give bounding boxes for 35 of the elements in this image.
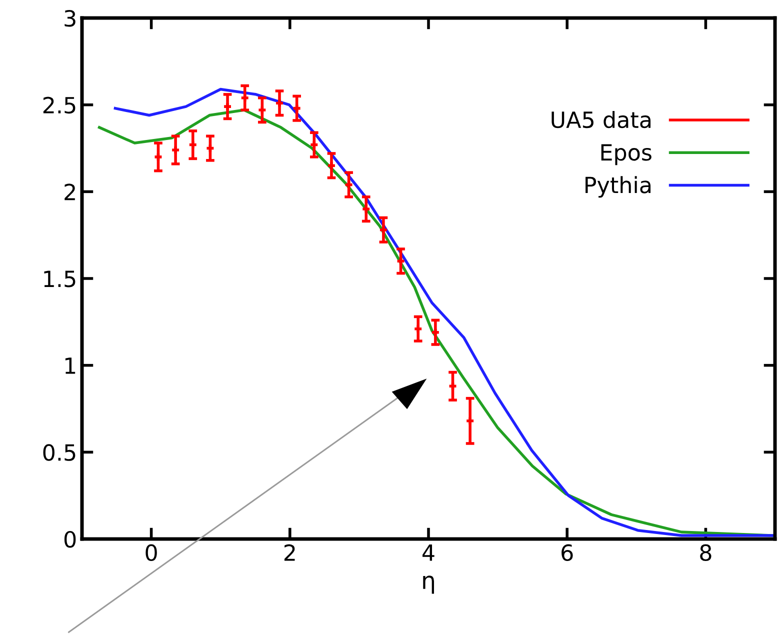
y-tick-label: 1.5 <box>44 270 76 288</box>
point <box>465 416 475 426</box>
x-tick-label: 2 <box>284 544 295 561</box>
point <box>153 152 164 162</box>
point <box>257 105 268 115</box>
point <box>413 324 423 334</box>
point <box>344 180 354 190</box>
y-tick-label: 0.5 <box>43 444 76 461</box>
y-tick-label: 0 <box>64 530 76 548</box>
point <box>396 256 406 266</box>
point <box>378 225 388 235</box>
point <box>448 381 458 392</box>
x-tick-label: 8 <box>700 544 712 562</box>
y-tick-label: 2 <box>64 184 75 200</box>
x-tick-label: 0 <box>146 544 157 562</box>
point <box>274 98 284 108</box>
point <box>240 93 250 103</box>
x-axis-title: η <box>423 576 434 594</box>
x-tick-label: 6 <box>562 544 573 562</box>
legend-label: Pythia <box>586 176 650 198</box>
point <box>222 102 232 112</box>
y-tick-label: 1 <box>65 358 76 374</box>
legend-label: Epos <box>601 144 652 166</box>
legend-label: UA5 data <box>552 110 650 128</box>
point <box>361 204 371 214</box>
x-tick-label: 4 <box>422 544 434 561</box>
y-tick-label: 2.5 <box>43 96 76 114</box>
point <box>292 103 302 114</box>
point <box>205 143 216 154</box>
y-tick-label: 3 <box>64 10 76 27</box>
point <box>430 327 440 338</box>
point <box>188 140 198 150</box>
point <box>170 145 180 155</box>
point <box>309 140 320 150</box>
point <box>326 160 336 170</box>
